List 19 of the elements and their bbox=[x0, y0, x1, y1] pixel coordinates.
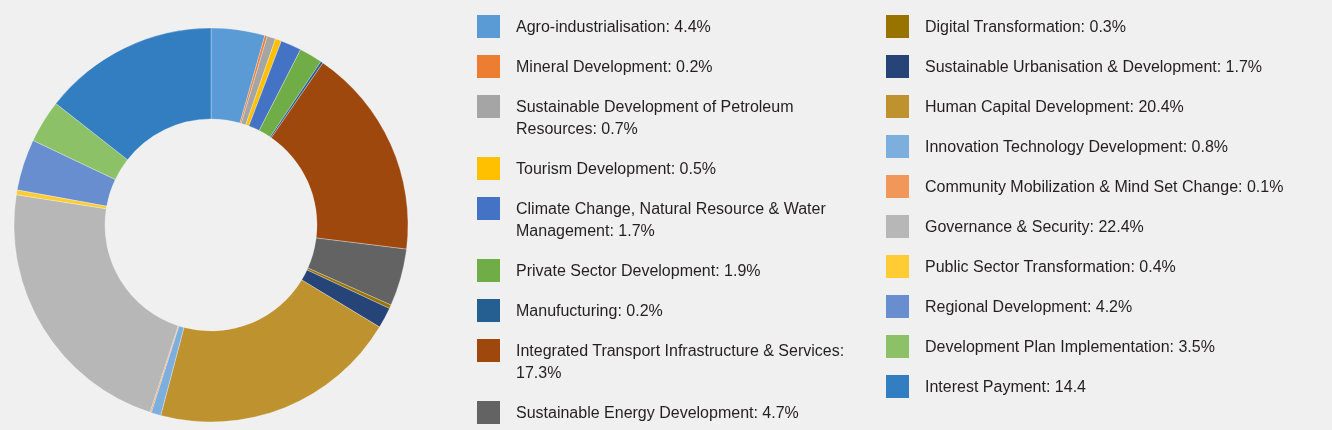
legend-label: Private Sector Development: 1.9% bbox=[516, 261, 761, 279]
legend-label: Development Plan Implementation: 3.5% bbox=[925, 337, 1215, 355]
legend-label: Mineral Development: 0.2% bbox=[516, 57, 713, 75]
legend-label: Agro-industrialisation: 4.4% bbox=[516, 17, 711, 35]
legend-label: Regional Development: 4.2% bbox=[925, 297, 1133, 315]
legend-label: Human Capital Development: 20.4% bbox=[925, 97, 1184, 115]
legend-label: Tourism Development: 0.5% bbox=[516, 159, 717, 177]
legend-label: Manufucturing: 0.2% bbox=[516, 301, 663, 319]
legend-label: Governance & Security: 22.4% bbox=[925, 217, 1144, 235]
legend-label: Innovation Technology Development: 0.8% bbox=[925, 137, 1229, 155]
legend-label: Sustainable Urbanisation & Development: 1.7% bbox=[925, 57, 1263, 75]
legend-label: Integrated Transport Infrastructure & Services: 17.3% bbox=[516, 341, 845, 381]
legend-label: Digital Transformation: 0.3% bbox=[925, 17, 1126, 35]
legend-label: Sustainable Energy Development: 4.7% bbox=[516, 403, 799, 421]
legend-label: Interest Payment: 14.4 bbox=[925, 377, 1087, 395]
legend-label: Sustainable Development of Petroleum Resources: 0.7% bbox=[516, 97, 794, 137]
legend-label: Public Sector Transformation: 0.4% bbox=[925, 257, 1176, 275]
legend-label: Community Mobilization & Mind Set Change: 0.1% bbox=[925, 177, 1284, 195]
legend-label: Climate Change, Natural Resource & Water Management: 1.7% bbox=[516, 199, 827, 239]
